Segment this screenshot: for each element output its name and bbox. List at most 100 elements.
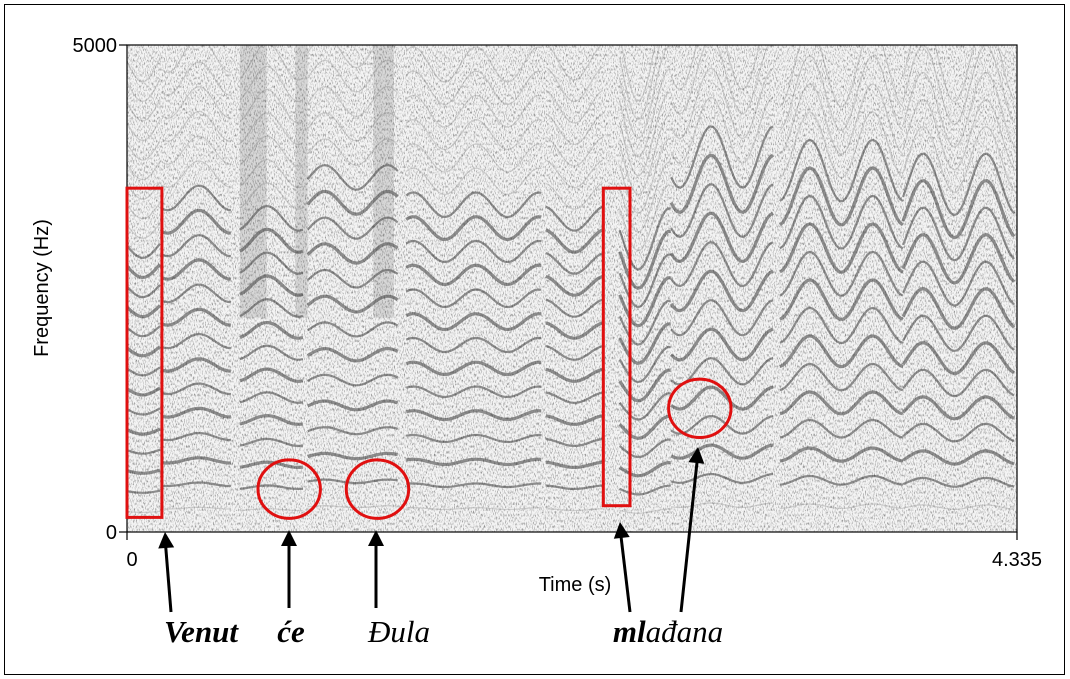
harmonic-band (405, 457, 542, 467)
harmonic-band (778, 222, 904, 274)
harmonic-band (670, 45, 761, 91)
harmonic-band (306, 189, 399, 216)
highlight-rectangle-1 (125, 186, 164, 519)
harmonic-band (669, 153, 774, 215)
harmonic-band (545, 113, 604, 146)
harmonic-band (239, 45, 304, 81)
harmonic-band (307, 399, 399, 412)
harmonic-band (618, 276, 671, 328)
harmonic-band (779, 194, 904, 250)
word-arrow-shaft (618, 527, 632, 613)
harmonic-band (901, 287, 1016, 330)
harmonic-band (307, 478, 398, 485)
harmonic-band (545, 508, 603, 512)
harmonic-band (671, 502, 774, 509)
harmonic-band (127, 304, 162, 319)
x-tick-label-min: 0 (126, 549, 137, 571)
harmonic-band (619, 45, 671, 140)
harmonic-band (619, 508, 671, 514)
harmonic-band (405, 215, 542, 242)
harmonic-band (669, 269, 774, 313)
harmonic-band (127, 325, 161, 338)
harmonic-band (239, 135, 304, 167)
harmonic-band (778, 166, 904, 227)
harmonic-band (545, 252, 604, 275)
harmonic-band (670, 472, 774, 484)
harmonic-band (307, 138, 399, 166)
harmonic-band (161, 481, 231, 488)
harmonic-band (619, 68, 671, 158)
harmonic-band (545, 182, 604, 210)
harmonic-band (545, 321, 604, 340)
y-tick-label-min: 0 (106, 522, 117, 544)
harmonic-band (619, 138, 671, 215)
harmonic-band (545, 391, 604, 404)
harmonic-band (127, 489, 161, 494)
harmonic-band (618, 345, 671, 384)
harmonic-band (239, 391, 304, 404)
harmonic-band (618, 207, 671, 271)
harmonic-band (161, 382, 231, 396)
harmonic-band (669, 327, 774, 362)
harmonic-band (127, 222, 161, 240)
word-label-venut: Venut (164, 614, 239, 649)
highlight-circle-3 (256, 458, 322, 520)
harmonic-band (239, 204, 304, 232)
harmonic-band (161, 135, 232, 165)
word-label-mladana-rest: ađana (646, 614, 724, 649)
harmonic-band (619, 161, 671, 233)
harmonic-band (545, 159, 604, 189)
harmonic-band (545, 484, 603, 490)
harmonic-band (619, 484, 671, 496)
y-axis-title: Frequency (Hz) (31, 219, 53, 357)
harmonic-band (161, 184, 232, 212)
word-arrow-head (688, 447, 705, 464)
harmonic-band (161, 307, 232, 327)
harmonic-band (670, 241, 774, 288)
harmonic-band (618, 229, 671, 291)
spectrogram-image (127, 45, 1017, 532)
fricative-noise (239, 45, 267, 318)
harmonic-band (545, 205, 604, 232)
harmonic-band (307, 321, 399, 338)
harmonic-band (779, 278, 904, 321)
harmonic-band (127, 58, 161, 83)
highlight-circle-4 (344, 458, 411, 520)
harmonic-band (127, 427, 161, 436)
harmonic-band (306, 164, 399, 191)
harmonic-band (161, 234, 232, 258)
harmonic-band (618, 322, 671, 365)
harmonic-band (779, 390, 904, 416)
harmonic-band (902, 449, 1015, 466)
harmonic-band (239, 88, 304, 124)
harmonic-band (127, 510, 161, 514)
harmonic-band (619, 184, 671, 252)
harmonic-band (901, 341, 1016, 376)
harmonic-band (618, 299, 671, 346)
harmonic-band (239, 158, 304, 189)
harmonic-band (161, 208, 232, 235)
fricative-noise (373, 45, 394, 318)
harmonic-band (161, 160, 231, 188)
harmonic-band (545, 66, 604, 103)
harmonic-band (161, 357, 232, 373)
fricative-noise (295, 45, 308, 318)
harmonic-band (545, 89, 604, 124)
harmonic-band (902, 206, 1015, 262)
word-label-mladana: mlađana (613, 614, 723, 649)
harmonic-band (618, 392, 671, 421)
harmonic-band (545, 414, 604, 426)
harmonic-band (406, 433, 542, 444)
harmonic-band (239, 251, 304, 275)
harmonic-band (545, 344, 604, 361)
harmonic-band (239, 274, 304, 297)
harmonic-band (127, 99, 161, 122)
harmonic-band (779, 111, 904, 179)
harmonic-band (239, 298, 304, 318)
harmonic-band (670, 96, 774, 164)
harmonic-band (405, 46, 542, 83)
harmonic-band (306, 294, 399, 314)
harmonic-band (902, 368, 1015, 398)
harmonic-band (779, 362, 904, 392)
harmonic-band (406, 507, 542, 511)
